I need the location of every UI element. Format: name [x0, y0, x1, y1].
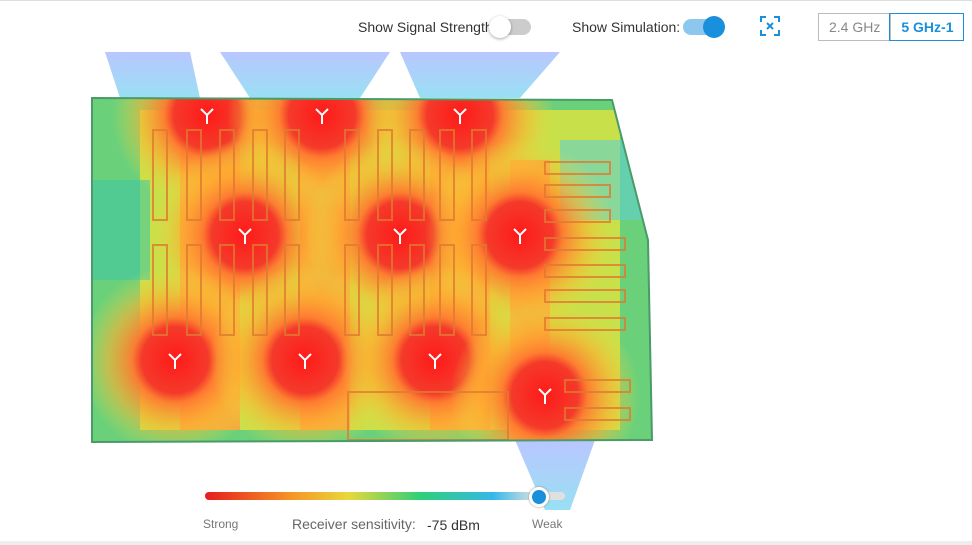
heatmap: [91, 52, 654, 510]
access-point-icon[interactable]: [298, 353, 312, 369]
access-point-icon[interactable]: [453, 108, 467, 124]
access-point-icon[interactable]: [315, 108, 329, 124]
access-point-icon[interactable]: [393, 228, 407, 244]
sensitivity-label: Receiver sensitivity:: [292, 516, 416, 532]
access-point-icon[interactable]: [238, 228, 252, 244]
top-border: [0, 0, 972, 1]
simulation-toggle[interactable]: [683, 16, 725, 38]
signal-strength-label: Show Signal Strength:: [358, 19, 497, 35]
access-point-icon[interactable]: [428, 353, 442, 369]
sensitivity-slider[interactable]: [205, 492, 565, 500]
weak-label: Weak: [532, 517, 563, 531]
fullscreen-button[interactable]: [758, 14, 782, 38]
slider-knob[interactable]: [529, 487, 549, 507]
access-point-icon[interactable]: [538, 388, 552, 404]
band-tabs: 2.4 GHz 5 GHz-1: [818, 13, 965, 41]
signal-strength-toggle[interactable]: [489, 16, 531, 38]
sensitivity-value: -75 dBm: [427, 517, 480, 533]
simulation-label: Show Simulation:: [572, 19, 681, 35]
band-tab[interactable]: 2.4 GHz: [829, 19, 881, 35]
strong-label: Strong: [203, 517, 239, 531]
access-point-icon[interactable]: [168, 353, 182, 369]
access-point-icon[interactable]: [200, 108, 214, 124]
access-point-icon[interactable]: [513, 228, 527, 244]
bottom-strip: [0, 541, 972, 545]
band-tab[interactable]: 5 GHz-1: [889, 13, 965, 41]
